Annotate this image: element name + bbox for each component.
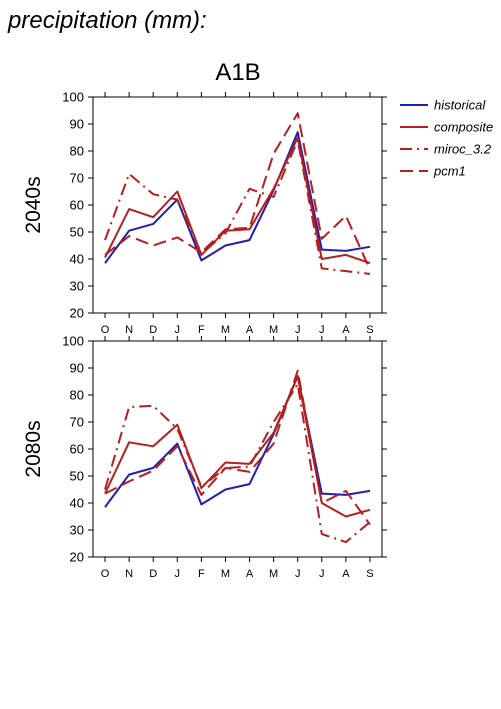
x-tick-label: M [221, 324, 230, 336]
series-line-historical [104, 375, 371, 508]
x-tick-label: F [198, 568, 205, 580]
scenario-title: A1B [215, 59, 260, 86]
series-line-pcm1 [104, 369, 371, 526]
x-tick-label: N [125, 324, 133, 336]
y-tick-label: 30 [70, 523, 84, 538]
x-tick-label: A [342, 568, 350, 580]
y-tick-label: 60 [70, 198, 84, 213]
x-tick-label: D [149, 568, 157, 580]
x-tick-label: A [246, 324, 254, 336]
x-tick-label: A [246, 568, 254, 580]
series-line-miroc-3-2 [104, 383, 371, 544]
x-tick-label: J [175, 568, 181, 580]
y-tick-label: 50 [70, 469, 84, 484]
legend-label-composite: composite [434, 120, 493, 135]
x-tick-label: D [149, 324, 157, 336]
y-tick-label: 80 [70, 144, 84, 159]
x-tick-label: O [101, 324, 110, 336]
series-line-miroc-3-2 [104, 139, 371, 275]
y-tick-label: 40 [70, 496, 84, 511]
legend-label-pcm1: pcm1 [433, 164, 466, 179]
x-tick-label: J [175, 324, 181, 336]
y-tick-label: 60 [70, 442, 84, 457]
y-tick-label: 100 [62, 90, 84, 105]
legend-label-miroc-3-2: miroc_3.2 [434, 142, 492, 157]
y-tick-label: 50 [70, 225, 84, 240]
y-tick-label: 100 [62, 334, 84, 349]
series-line-composite [104, 136, 371, 265]
x-tick-label: M [269, 324, 278, 336]
y-tick-label: 80 [70, 388, 84, 403]
series-line-pcm1 [104, 112, 371, 271]
y-tick-label: 90 [70, 117, 84, 132]
row-label-2040s: 2040s [22, 176, 45, 233]
x-tick-label: J [295, 324, 301, 336]
y-tick-label: 70 [70, 415, 84, 430]
x-tick-label: M [221, 568, 230, 580]
x-tick-label: N [125, 568, 133, 580]
x-tick-label: A [342, 324, 350, 336]
y-tick-label: 90 [70, 361, 84, 376]
panel-2080s: 2080s 20 30 40 50 60 70 80 90 100 O N D J F M A M J J A S [22, 334, 387, 580]
y-tick-label: 30 [70, 279, 84, 294]
legend-label-historical: historical [434, 98, 486, 113]
x-tick-label: S [366, 324, 373, 336]
plot-frame [92, 340, 383, 558]
figure-title: precipitation (mm): [7, 7, 207, 34]
y-tick-label: 20 [70, 550, 84, 565]
y-tick-label: 40 [70, 252, 84, 267]
legend: historical composite miroc_3.2 pcm1 [400, 98, 493, 179]
x-tick-label: S [366, 568, 373, 580]
x-tick-label: F [198, 324, 205, 336]
x-tick-label: J [319, 568, 325, 580]
plot-frame [92, 96, 383, 314]
x-tick-label: O [101, 568, 110, 580]
series-line-composite [104, 375, 371, 518]
row-label-2080s: 2080s [22, 420, 45, 477]
series-line-historical [104, 131, 371, 264]
x-tick-label: M [269, 568, 278, 580]
x-tick-label: J [319, 324, 325, 336]
y-tick-label: 70 [70, 171, 84, 186]
x-tick-label: J [295, 568, 301, 580]
y-tick-label: 20 [70, 306, 84, 321]
panel-2040s: 2040s 20 30 40 50 60 70 80 90 100 O N D J F M A M J J A S [22, 90, 387, 336]
